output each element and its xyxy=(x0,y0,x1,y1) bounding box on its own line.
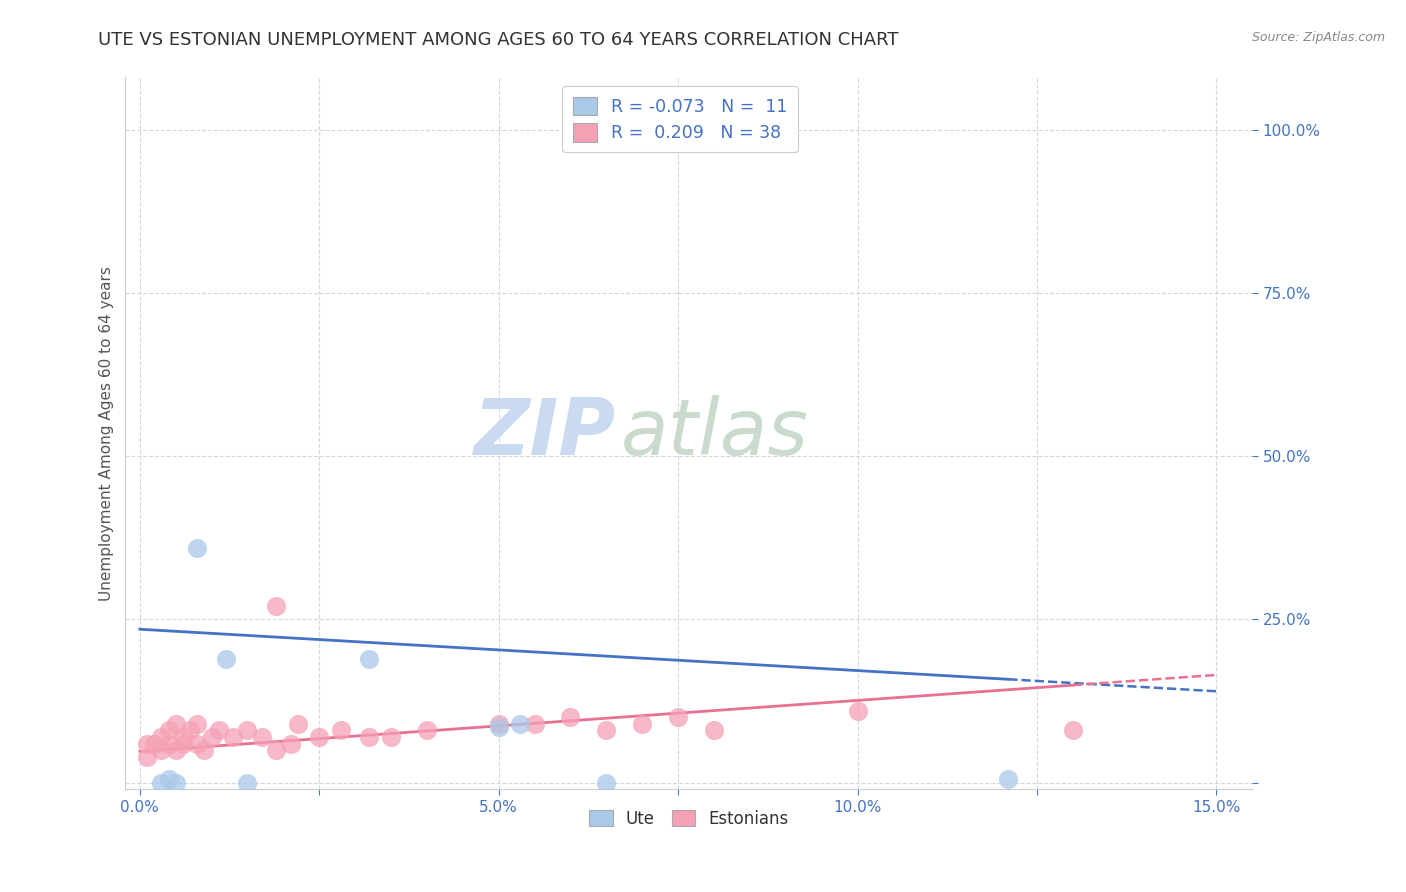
Point xyxy=(193,743,215,757)
Point xyxy=(359,651,381,665)
Point xyxy=(380,730,402,744)
Text: atlas: atlas xyxy=(621,395,808,471)
Point xyxy=(150,743,173,757)
Point xyxy=(150,730,173,744)
Point xyxy=(136,749,159,764)
Point xyxy=(186,541,208,555)
Legend: Ute, Estonians: Ute, Estonians xyxy=(582,803,796,834)
Point xyxy=(509,717,531,731)
Point xyxy=(165,775,187,789)
Point xyxy=(997,772,1019,787)
Point xyxy=(172,737,194,751)
Point xyxy=(308,730,330,744)
Text: UTE VS ESTONIAN UNEMPLOYMENT AMONG AGES 60 TO 64 YEARS CORRELATION CHART: UTE VS ESTONIAN UNEMPLOYMENT AMONG AGES … xyxy=(98,31,898,49)
Point xyxy=(150,775,173,789)
Point xyxy=(359,730,381,744)
Point xyxy=(595,775,617,789)
Point xyxy=(595,723,617,738)
Point xyxy=(666,710,689,724)
Point xyxy=(186,717,208,731)
Text: ZIP: ZIP xyxy=(474,395,616,471)
Point xyxy=(488,720,510,734)
Point xyxy=(264,599,287,614)
Text: Source: ZipAtlas.com: Source: ZipAtlas.com xyxy=(1251,31,1385,45)
Point xyxy=(165,717,187,731)
Point xyxy=(136,737,159,751)
Y-axis label: Unemployment Among Ages 60 to 64 years: Unemployment Among Ages 60 to 64 years xyxy=(100,266,114,601)
Point xyxy=(186,737,208,751)
Point xyxy=(523,717,546,731)
Point xyxy=(236,723,259,738)
Point xyxy=(157,723,180,738)
Point xyxy=(236,775,259,789)
Point xyxy=(280,737,302,751)
Point xyxy=(222,730,245,744)
Point xyxy=(264,743,287,757)
Point xyxy=(560,710,582,724)
Point xyxy=(329,723,352,738)
Point xyxy=(416,723,439,738)
Point xyxy=(200,730,222,744)
Point xyxy=(179,723,201,738)
Point xyxy=(846,704,869,718)
Point xyxy=(165,743,187,757)
Point xyxy=(143,737,166,751)
Point xyxy=(488,717,510,731)
Point xyxy=(215,651,238,665)
Point xyxy=(250,730,273,744)
Point xyxy=(703,723,725,738)
Point xyxy=(157,737,180,751)
Point xyxy=(631,717,654,731)
Point xyxy=(157,772,180,787)
Point xyxy=(172,730,194,744)
Point xyxy=(208,723,231,738)
Point xyxy=(1062,723,1084,738)
Point xyxy=(287,717,309,731)
